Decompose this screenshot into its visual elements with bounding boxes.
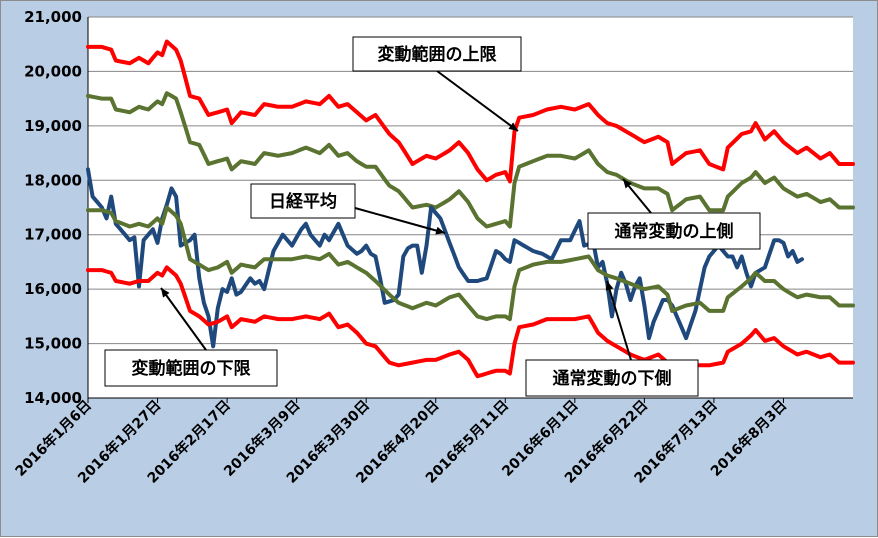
callout-box-normal_lower [525, 359, 699, 397]
y-tick-label: 19,000 [24, 117, 82, 135]
callout-arrow-normal_lower [605, 280, 632, 361]
callout-label-upper_limit: 変動範囲の上限 [378, 44, 497, 65]
series-line-lower_limit [86, 265, 855, 379]
callout-box-nikkei_avg [250, 183, 356, 219]
y-axis: 14,000 15,000 16,000 17,000 18,000 19,000 20,0… [24, 8, 89, 407]
y-tick-label: 20,000 [24, 62, 82, 80]
y-tick-label: 16,000 [24, 280, 82, 298]
y-tick-label: 14,000 [24, 389, 82, 407]
callout-arrow-upper_limit [436, 70, 519, 132]
series-layer [86, 39, 855, 379]
y-tick-label: 18,000 [24, 171, 82, 189]
callout-box-lower_limit [104, 349, 278, 387]
y-tick-label: 21,000 [24, 8, 82, 26]
callout-arrow-lower_limit [160, 287, 207, 351]
series-line-normal_upper [86, 91, 855, 229]
callout-arrow-normal_upper [622, 178, 652, 214]
series-line-normal_lower [86, 205, 855, 322]
callout-label-normal_lower: 通常変動の下側 [553, 368, 672, 389]
callout-arrow-nikkei_avg [354, 207, 446, 235]
callout-label-nikkei_avg: 日経平均 [269, 191, 337, 212]
callout-box-normal_upper [587, 212, 761, 250]
callout-label-lower_limit: 変動範囲の下限 [132, 358, 251, 379]
series-line-nikkei_avg [86, 167, 804, 349]
callout-label-normal_upper: 通常変動の上側 [615, 221, 734, 242]
y-tick-label: 15,000 [24, 335, 82, 353]
callout-box-upper_limit [352, 36, 522, 72]
series-line-upper_limit [86, 39, 855, 184]
y-tick-label: 17,000 [24, 226, 82, 244]
